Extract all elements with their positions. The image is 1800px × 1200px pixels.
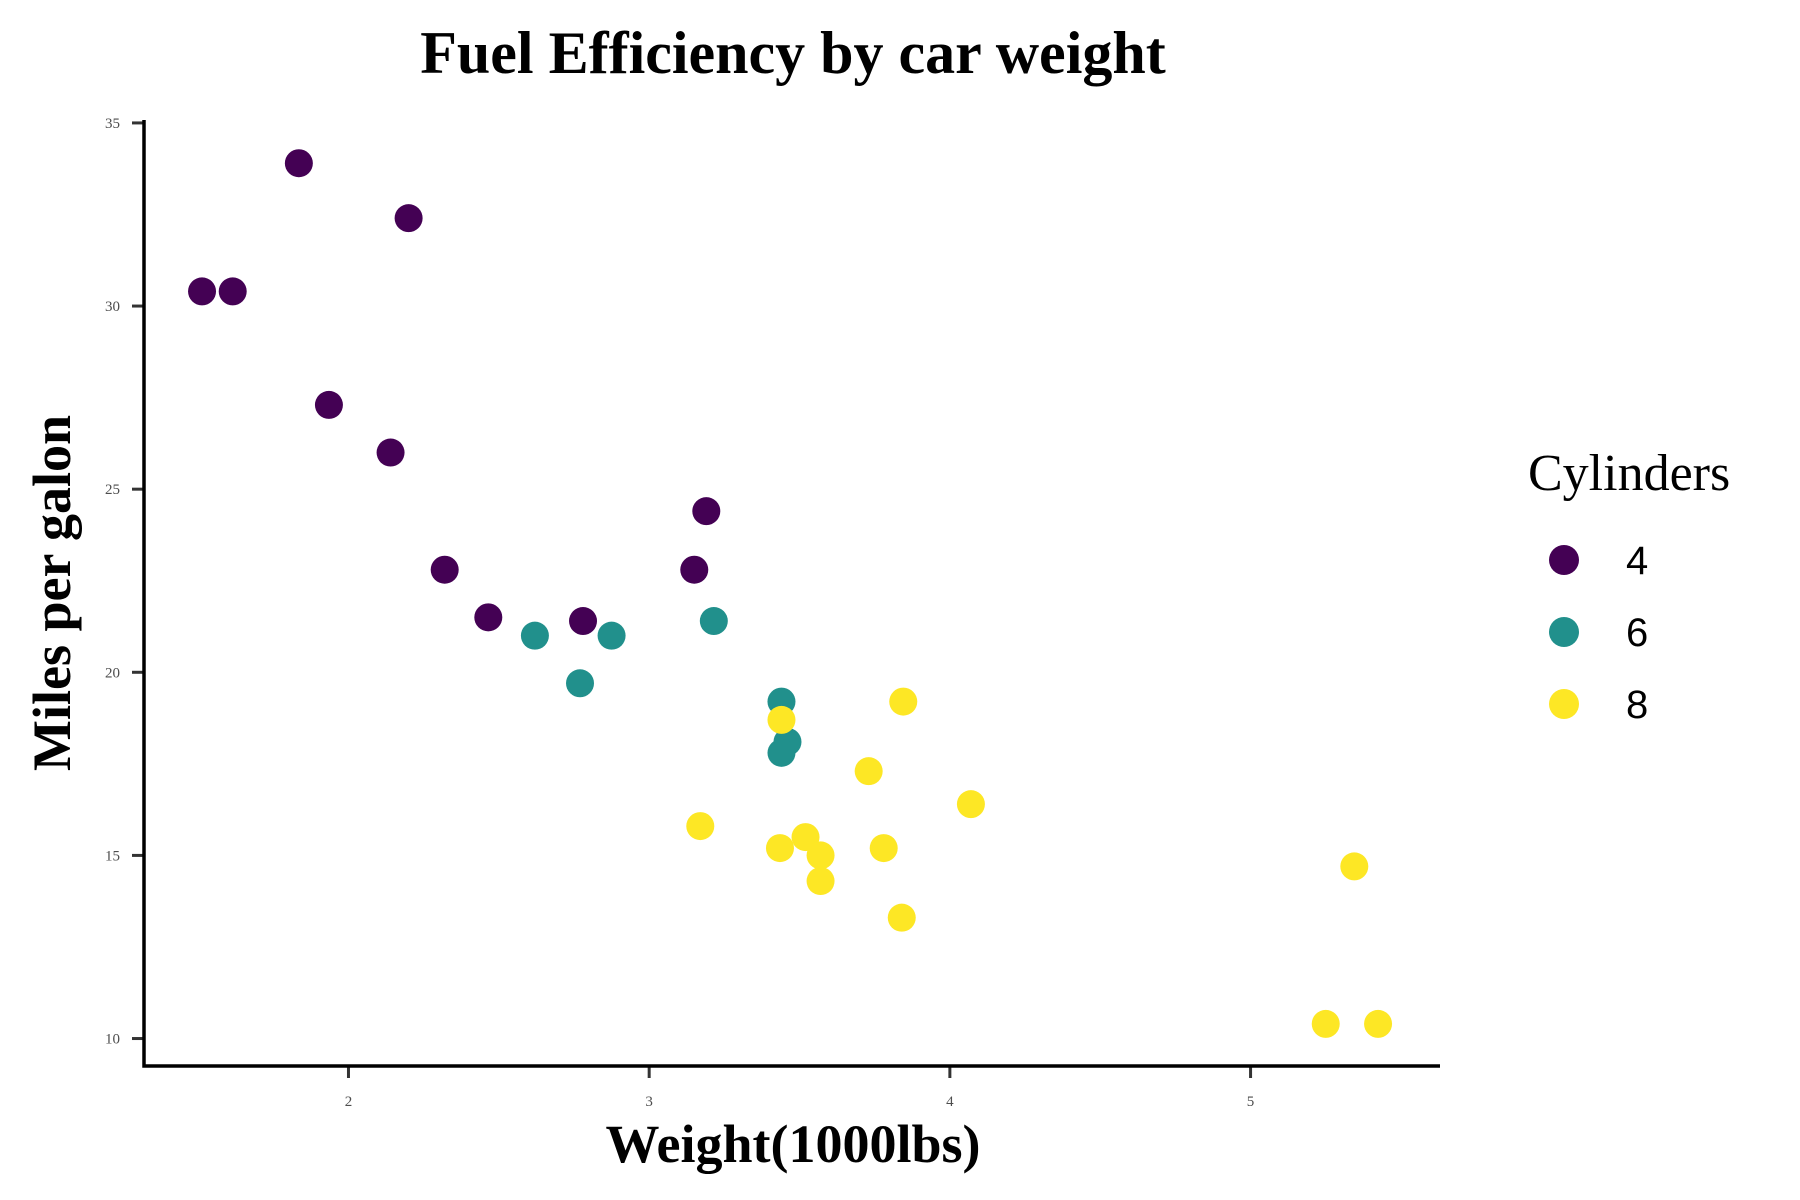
data-point <box>1364 1009 1393 1038</box>
y-axis-ticks: 10 15 20 25 30 35 <box>105 116 144 1048</box>
data-point <box>474 603 503 632</box>
chart-title: Fuel Efficiency by car weight <box>420 20 1165 86</box>
legend-items: 4 6 8 <box>1549 539 1648 727</box>
legend-label: 8 <box>1626 683 1648 727</box>
data-point <box>1340 852 1369 881</box>
plot-area <box>188 149 1393 1038</box>
data-point <box>188 277 217 306</box>
data-point <box>692 497 721 526</box>
data-point <box>314 390 343 419</box>
data-point <box>597 621 626 650</box>
data-point <box>430 555 459 584</box>
data-point <box>680 555 709 584</box>
data-point <box>956 790 985 819</box>
series-cyl-8 <box>686 687 1393 1038</box>
data-point <box>566 669 595 698</box>
data-point <box>806 867 835 896</box>
data-point <box>767 705 796 734</box>
data-point <box>765 834 794 863</box>
data-point <box>889 687 918 716</box>
x-tick-label: 3 <box>645 1094 653 1110</box>
y-tick-label: 10 <box>105 1032 120 1048</box>
data-point <box>376 438 405 467</box>
data-point <box>1311 1009 1340 1038</box>
data-point <box>869 834 898 863</box>
y-tick-label: 15 <box>105 848 120 864</box>
y-tick-label: 35 <box>105 116 120 132</box>
y-tick-label: 30 <box>105 299 120 315</box>
legend-title: Cylinders <box>1528 445 1730 502</box>
data-point <box>520 621 549 650</box>
x-axis-ticks: 2 3 4 5 <box>345 1066 1255 1110</box>
y-tick-label: 25 <box>105 482 120 498</box>
data-point <box>767 738 796 767</box>
x-axis-title: Weight(1000lbs) <box>605 1114 980 1174</box>
data-point <box>686 812 715 841</box>
x-tick-label: 4 <box>946 1094 954 1110</box>
y-tick-label: 20 <box>105 665 120 681</box>
legend-label: 4 <box>1626 539 1648 583</box>
data-point <box>569 607 598 636</box>
x-tick-label: 5 <box>1247 1094 1255 1110</box>
series-cyl-6 <box>520 607 802 767</box>
data-point <box>887 903 916 932</box>
data-point <box>699 607 728 636</box>
y-axis-title: Miles per galon <box>22 415 82 771</box>
axis-lines <box>142 120 1440 1068</box>
legend-key <box>1549 689 1579 719</box>
legend-key <box>1549 617 1579 647</box>
series-cyl-4 <box>188 149 721 636</box>
data-point <box>854 757 883 786</box>
data-point <box>806 841 835 870</box>
data-point <box>394 204 423 233</box>
legend: Cylinders 4 6 8 <box>1528 445 1730 727</box>
data-point <box>218 277 247 306</box>
x-tick-label: 2 <box>345 1094 353 1110</box>
legend-label: 6 <box>1626 611 1648 655</box>
data-point <box>284 149 313 178</box>
legend-key <box>1549 545 1579 575</box>
